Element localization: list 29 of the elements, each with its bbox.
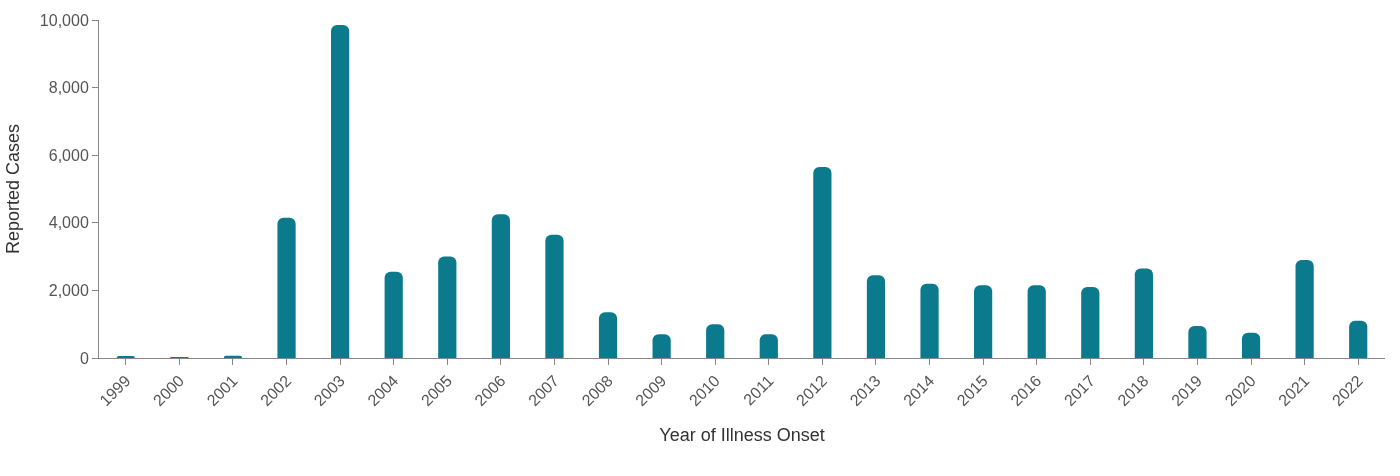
bar <box>866 275 886 358</box>
bar <box>974 285 993 358</box>
bar <box>813 167 832 358</box>
bar <box>1295 259 1314 358</box>
y-tick-label: 10,000 <box>39 11 89 29</box>
y-axis-title: Reported Cases <box>3 123 24 255</box>
bar <box>706 324 725 358</box>
bar <box>920 283 939 358</box>
y-tick-label: 6,000 <box>48 146 89 164</box>
bar <box>598 312 618 358</box>
bar <box>331 25 350 358</box>
bar <box>384 271 403 358</box>
bar <box>491 214 510 358</box>
y-tick-label: 4,000 <box>48 214 89 232</box>
x-axis-title: Year of Illness Onset <box>659 425 825 446</box>
y-tick-label: 2,000 <box>48 282 89 299</box>
bar <box>1188 325 1207 358</box>
bar <box>1349 320 1368 358</box>
bar <box>545 234 564 358</box>
bar <box>652 334 671 358</box>
bar <box>438 256 457 358</box>
y-tick-label: 0 <box>79 349 89 367</box>
y-tick-label: 8,000 <box>48 79 89 97</box>
bar <box>1134 268 1153 358</box>
bar <box>1241 332 1261 358</box>
bar <box>1027 285 1046 358</box>
bar <box>1081 287 1100 358</box>
bar <box>277 217 296 358</box>
bar <box>759 334 778 358</box>
